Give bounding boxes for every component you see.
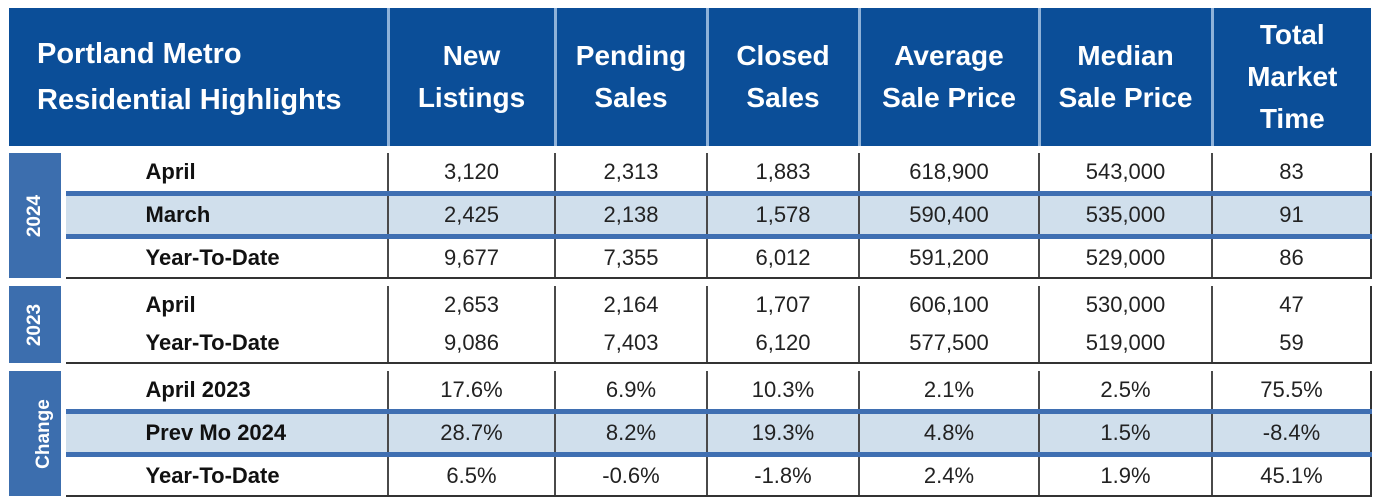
cell: 2,138 — [554, 191, 707, 237]
row-label: April — [63, 153, 388, 194]
cell: 1,707 — [706, 286, 859, 324]
row-label: Year-To-Date — [63, 324, 388, 364]
cell: 45.1% — [1211, 452, 1372, 497]
cell: 1,883 — [706, 153, 859, 194]
cell: 59 — [1211, 324, 1372, 364]
group-label-change: Change — [9, 371, 66, 496]
cell: 618,900 — [858, 153, 1039, 194]
cell: 10.3% — [706, 371, 859, 412]
cell: 591,200 — [858, 234, 1039, 279]
row-label: April 2023 — [63, 371, 388, 412]
cell: 19.3% — [706, 409, 859, 455]
column-header-median-sale-price: Median Sale Price — [1037, 8, 1212, 146]
column-header-average-sale-price: Average Sale Price — [857, 8, 1039, 146]
table-row: March 2,425 2,138 1,578 590,400 535,000 … — [9, 191, 1372, 237]
cell: 1,578 — [706, 191, 859, 237]
cell: 6.5% — [387, 452, 555, 497]
cell: 577,500 — [858, 324, 1039, 364]
cell: 75.5% — [1211, 371, 1372, 412]
header-row: Portland Metro Residential Highlights Ne… — [9, 8, 1371, 146]
cell: 9,086 — [387, 324, 555, 364]
cell: 7,403 — [554, 324, 707, 364]
cell: 2,313 — [554, 153, 707, 194]
cell: 1.5% — [1038, 409, 1212, 455]
cell: 2.4% — [858, 452, 1039, 497]
row-label: Year-To-Date — [63, 234, 388, 279]
cell: 4.8% — [858, 409, 1039, 455]
cell: 530,000 — [1038, 286, 1212, 324]
cell: 6.9% — [554, 371, 707, 412]
cell: -0.6% — [554, 452, 707, 497]
cell: 606,100 — [858, 286, 1039, 324]
cell: 2,653 — [387, 286, 555, 324]
cell: 86 — [1211, 234, 1372, 279]
cell: 2.5% — [1038, 371, 1212, 412]
table-row: Change April 2023 17.6% 6.9% 10.3% 2.1% … — [9, 371, 1372, 496]
cell: 590,400 — [858, 191, 1039, 237]
cell: 529,000 — [1038, 234, 1212, 279]
cell: -1.8% — [706, 452, 859, 497]
cell: 28.7% — [387, 409, 555, 455]
cell: 6,120 — [706, 324, 859, 364]
cell: 2.1% — [858, 371, 1039, 412]
cell: 83 — [1211, 153, 1372, 194]
row-label: Year-To-Date — [63, 452, 388, 497]
title-line-1: Portland Metro — [37, 38, 242, 70]
cell: 6,012 — [706, 234, 859, 279]
table-title: Portland Metro Residential Highlights — [9, 8, 388, 146]
column-header-pending-sales: Pending Sales — [553, 8, 707, 146]
row-label: March — [63, 191, 388, 237]
residential-highlights-table: Portland Metro Residential Highlights Ne… — [9, 8, 1372, 497]
cell: 519,000 — [1038, 324, 1212, 364]
table-row: Prev Mo 2024 28.7% 8.2% 19.3% 4.8% 1.5% … — [9, 409, 1372, 455]
table-row: Year-To-Date 9,086 7,403 6,120 577,500 5… — [9, 324, 1372, 364]
column-header-closed-sales: Closed Sales — [705, 8, 859, 146]
cell: 47 — [1211, 286, 1372, 324]
table-row: Year-To-Date 9,677 7,355 6,012 591,200 5… — [9, 234, 1372, 279]
group-label-2024: 2024 — [9, 153, 66, 278]
column-header-total-market-time: Total Market Time — [1210, 8, 1371, 146]
cell: 535,000 — [1038, 191, 1212, 237]
title-line-2: Residential Highlights — [37, 84, 342, 116]
table-row: 2023 April 2,653 2,164 1,707 606,100 530… — [9, 286, 1372, 363]
cell: 2,425 — [387, 191, 555, 237]
table-row: Year-To-Date 6.5% -0.6% -1.8% 2.4% 1.9% … — [9, 452, 1372, 497]
column-header-new-listings: New Listings — [386, 8, 555, 146]
cell: 543,000 — [1038, 153, 1212, 194]
cell: 3,120 — [387, 153, 555, 194]
table-row: 2024 April 3,120 2,313 1,883 618,900 543… — [9, 153, 1372, 278]
row-label: Prev Mo 2024 — [63, 409, 388, 455]
cell: 91 — [1211, 191, 1372, 237]
cell: -8.4% — [1211, 409, 1372, 455]
cell: 8.2% — [554, 409, 707, 455]
row-label: April — [63, 286, 388, 324]
cell: 17.6% — [387, 371, 555, 412]
cell: 2,164 — [554, 286, 707, 324]
group-label-2023: 2023 — [9, 286, 66, 363]
cell: 1.9% — [1038, 452, 1212, 497]
cell: 7,355 — [554, 234, 707, 279]
cell: 9,677 — [387, 234, 555, 279]
